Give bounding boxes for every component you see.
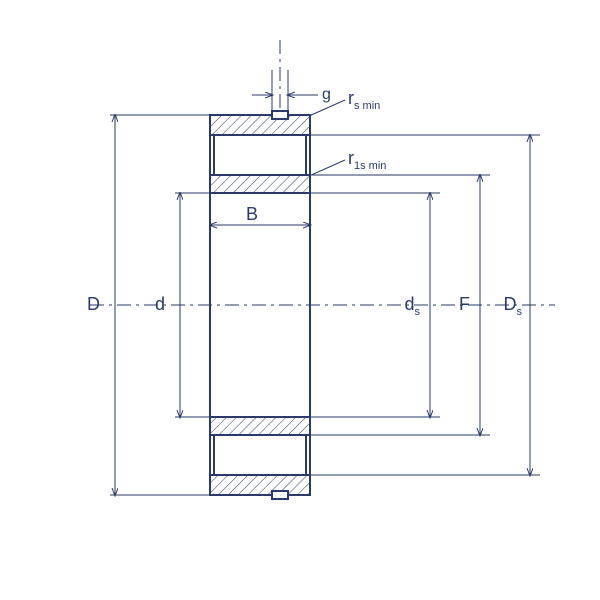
leader-r1smin <box>309 160 345 176</box>
label-F: F <box>459 294 470 314</box>
label-rsmin: rs min <box>348 88 380 112</box>
bearing-diagram: D d B ds F Ds g rs min r1s min <box>0 0 600 600</box>
inner-ring-top <box>210 175 310 193</box>
label-B: B <box>246 204 258 224</box>
outer-ring-top <box>210 115 310 135</box>
inner-ring-bot <box>210 417 310 435</box>
label-ds: ds <box>404 294 420 318</box>
label-Ds: Ds <box>504 294 523 318</box>
groove-notch-top <box>272 111 288 119</box>
groove-notch-bot <box>272 491 288 499</box>
outer-ring-bot <box>210 475 310 495</box>
roller-bot <box>214 435 306 475</box>
roller-top <box>214 135 306 175</box>
label-d: d <box>155 294 165 314</box>
label-g: g <box>322 86 331 103</box>
label-r1smin: r1s min <box>348 148 386 172</box>
label-D: D <box>87 294 100 314</box>
